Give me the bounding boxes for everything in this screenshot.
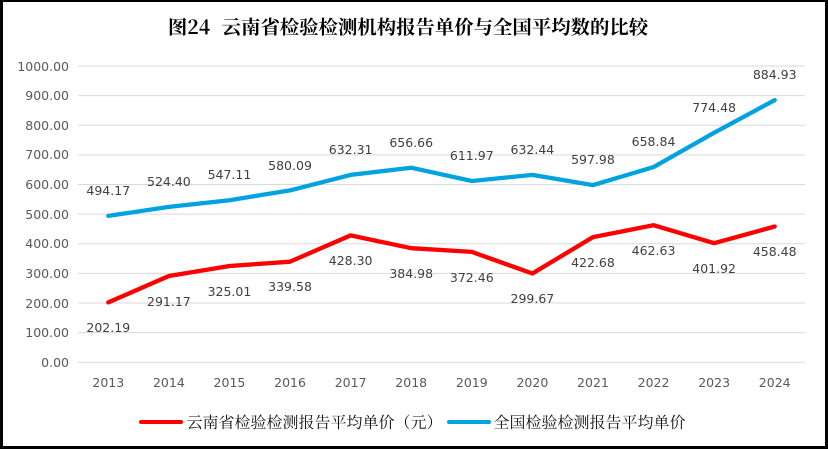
x-tick-label: 2016 <box>274 375 306 390</box>
y-tick-label: 400.00 <box>25 236 69 252</box>
y-tick-label: 1000.00 <box>17 58 69 74</box>
data-label: 494.17 <box>86 183 131 199</box>
x-tick-label: 2018 <box>395 375 428 390</box>
legend-label: 全国检验检测报告平均单价 <box>493 410 686 433</box>
data-label: 325.01 <box>207 283 252 299</box>
x-tick-label: 2021 <box>577 375 609 390</box>
chart-title: 图24 云南省检验检测机构报告单价与全国平均数的比较 <box>167 11 649 40</box>
x-tick-label: 2022 <box>637 375 670 390</box>
data-label: 884.93 <box>752 67 797 83</box>
legend-item: 云南省检验检测报告平均单价（元） <box>139 410 443 433</box>
y-tick-label: 300.00 <box>25 265 69 281</box>
data-label: 658.84 <box>631 134 676 150</box>
data-label: 428.30 <box>328 253 373 269</box>
legend: 云南省检验检测报告平均单价（元） 全国检验检测报告平均单价 <box>0 413 828 431</box>
x-tick-label: 2019 <box>455 375 488 390</box>
series-lines <box>106 97 777 305</box>
data-label: 547.11 <box>207 167 252 183</box>
data-label: 401.92 <box>692 260 736 276</box>
x-tick-label: 2017 <box>334 375 367 390</box>
data-label: 299.67 <box>510 291 555 307</box>
x-tick-label: 2024 <box>758 375 791 390</box>
legend-label: 云南省检验检测报告平均单价（元） <box>186 410 443 433</box>
gridlines <box>78 65 805 363</box>
data-label: 580.09 <box>268 157 312 173</box>
legend-item: 全国检验检测报告平均单价 <box>446 410 686 433</box>
x-tick-label: 2020 <box>516 375 549 390</box>
data-label: 202.19 <box>86 320 131 336</box>
data-label: 524.40 <box>147 174 191 190</box>
data-label: 656.66 <box>389 135 434 151</box>
data-label: 632.31 <box>328 142 373 158</box>
y-tick-label: 0.00 <box>41 354 69 370</box>
y-tick-label: 800.00 <box>25 117 69 133</box>
data-label: 632.44 <box>510 142 555 158</box>
data-label: 458.48 <box>752 244 797 260</box>
x-tick-label: 2023 <box>698 375 731 390</box>
data-label: 372.46 <box>449 269 494 285</box>
data-label: 384.98 <box>389 265 434 281</box>
y-tick-label: 100.00 <box>25 325 69 341</box>
series-line <box>106 97 777 219</box>
data-label: 597.98 <box>571 152 615 168</box>
y-tick-label: 200.00 <box>25 295 69 311</box>
series-line <box>106 223 777 305</box>
legend-line-marker <box>446 419 491 425</box>
x-tick-label: 2013 <box>92 375 125 390</box>
data-label: 774.48 <box>692 100 736 116</box>
data-label: 339.58 <box>268 279 312 295</box>
data-label: 422.68 <box>571 254 615 270</box>
x-tick-label: 2014 <box>152 375 185 390</box>
y-tick-label: 700.00 <box>25 147 69 163</box>
data-label: 611.97 <box>449 148 494 164</box>
data-label: 291.17 <box>147 293 191 309</box>
y-tick-label: 900.00 <box>25 88 69 104</box>
legend-line-marker <box>139 419 184 425</box>
x-tick-label: 2015 <box>213 375 246 390</box>
data-label: 462.63 <box>631 242 676 258</box>
y-tick-label: 600.00 <box>25 177 69 193</box>
y-tick-label: 500.00 <box>25 206 69 222</box>
